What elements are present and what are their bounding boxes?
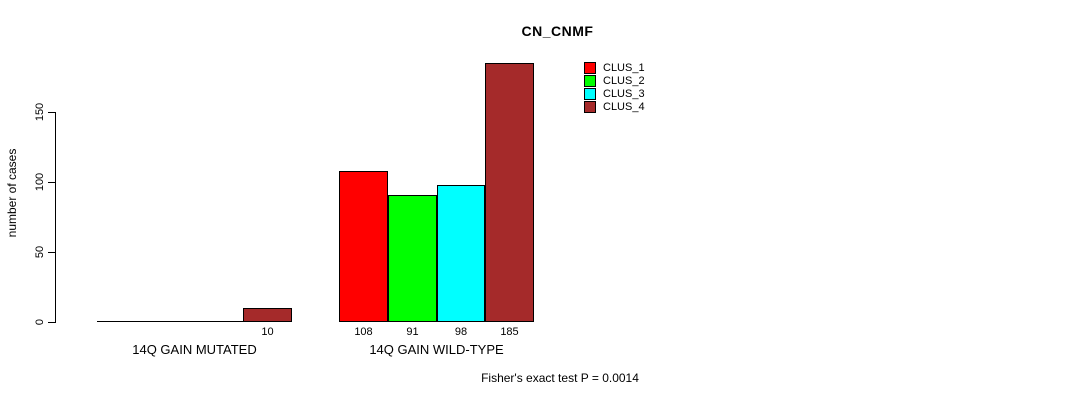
legend: CLUS_1 CLUS_2 CLUS_3 CLUS_4 <box>584 61 645 113</box>
bar-clus_1 <box>339 171 388 322</box>
legend-item-label: CLUS_2 <box>603 74 645 87</box>
y-axis-label: number of cases <box>5 148 19 238</box>
y-axis-tick-mark <box>48 112 55 113</box>
legend-item: CLUS_1 <box>584 61 645 74</box>
bar-value-label: 91 <box>406 326 419 338</box>
zero-bar-clus_2 <box>146 321 196 322</box>
bar-clus_3 <box>437 185 485 322</box>
legend-swatch <box>584 61 596 74</box>
y-axis-tick-label: 0 <box>34 318 46 326</box>
bar-clus_4 <box>243 308 292 322</box>
bar-value-label: 98 <box>454 326 468 338</box>
legend-item-label: CLUS_1 <box>603 61 645 74</box>
bar-clus_2 <box>388 195 437 322</box>
bar-clus_4 <box>485 63 534 322</box>
x-axis-group-label: 14Q GAIN MUTATED <box>132 342 257 357</box>
y-axis-tick-label: 150 <box>34 102 46 122</box>
y-axis-tick-mark <box>48 182 55 183</box>
bar-value-label: 185 <box>500 326 519 338</box>
y-axis-tick-label: 50 <box>34 245 46 259</box>
y-axis-tick-mark <box>48 322 55 323</box>
zero-bar-clus_3 <box>195 321 244 322</box>
chart-title: CN_CNMF <box>521 23 594 39</box>
bar-value-label: 108 <box>354 326 373 338</box>
y-axis-tick-mark <box>48 252 55 253</box>
fisher-test-annotation: Fisher's exact test P = 0.0014 <box>481 371 639 385</box>
legend-swatch <box>584 100 596 113</box>
legend-swatch <box>584 74 596 87</box>
y-axis-line <box>55 112 56 323</box>
x-axis-group-label: 14Q GAIN WILD-TYPE <box>369 342 504 357</box>
zero-bar-clus_1 <box>97 321 147 322</box>
y-axis-tick-label: 100 <box>34 172 46 192</box>
bar-value-label: 10 <box>261 326 274 338</box>
legend-item: CLUS_4 <box>584 100 645 113</box>
legend-item: CLUS_2 <box>584 74 645 87</box>
legend-item-label: CLUS_3 <box>603 87 645 100</box>
legend-item: CLUS_3 <box>584 87 645 100</box>
legend-swatch <box>584 87 596 100</box>
legend-item-label: CLUS_4 <box>603 100 645 113</box>
